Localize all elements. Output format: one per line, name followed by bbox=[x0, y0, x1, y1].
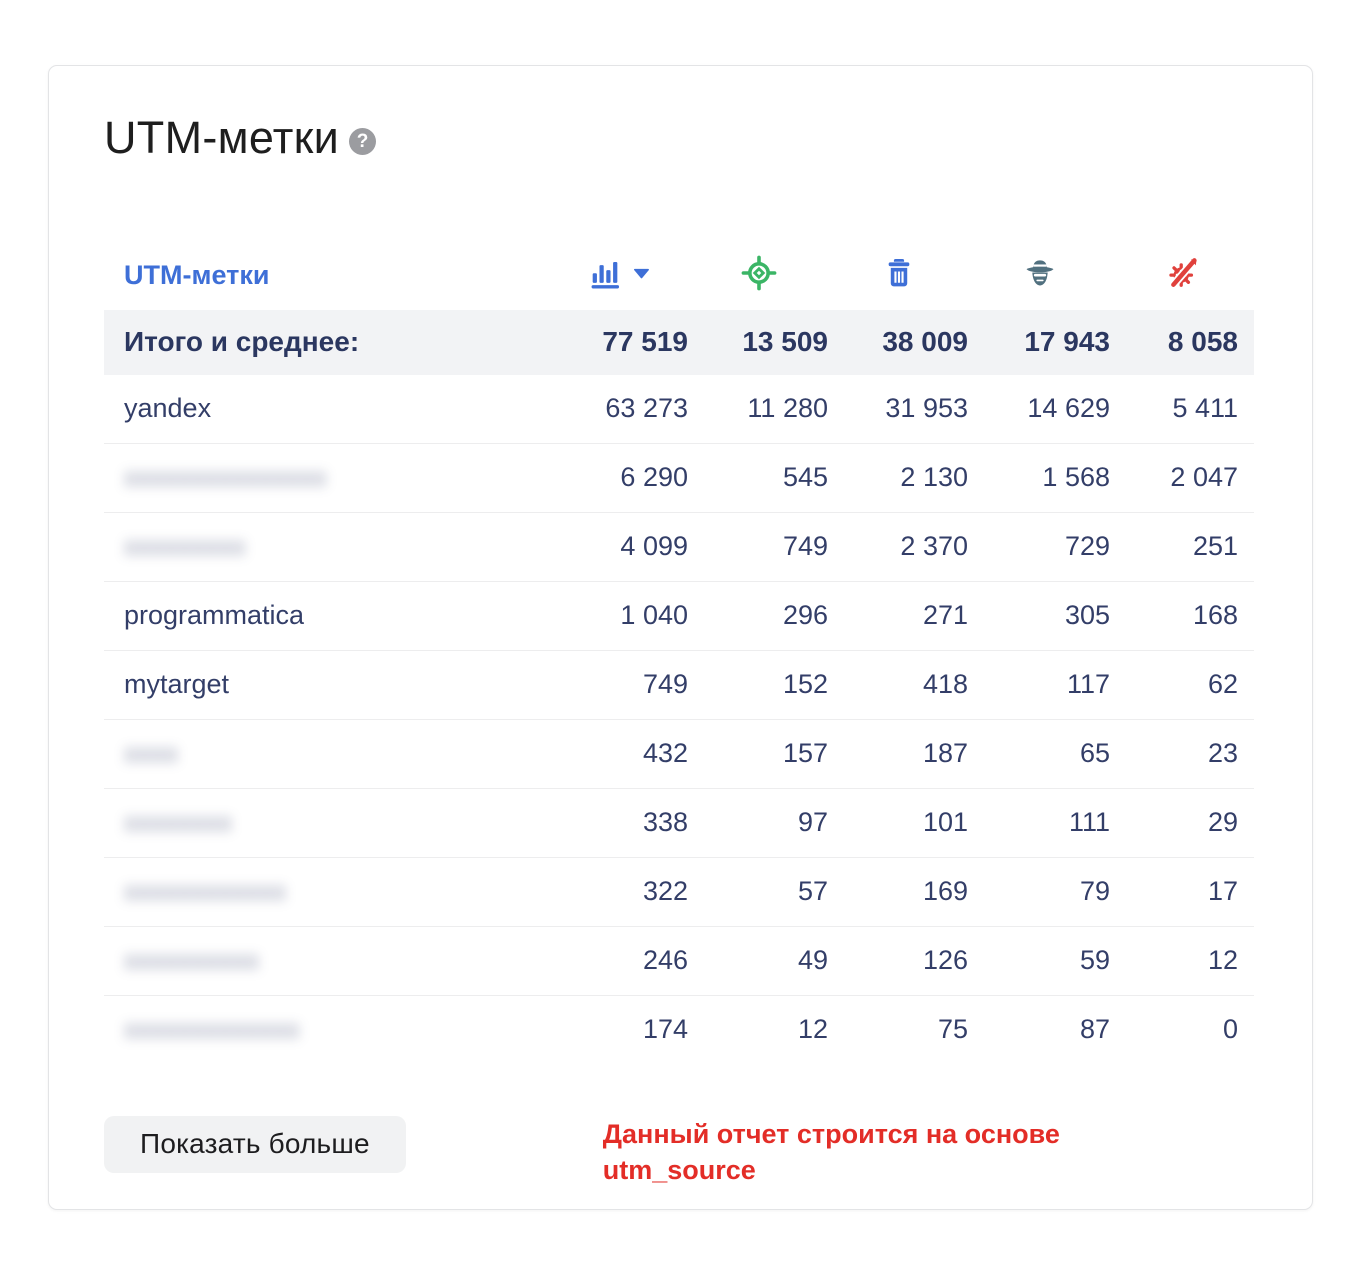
row-value: 29 bbox=[1111, 788, 1254, 858]
row-label-redacted: xxxxxxxx bbox=[104, 788, 549, 858]
row-value: 12 bbox=[1111, 926, 1254, 996]
utm-table: UTM-метки bbox=[104, 242, 1254, 1064]
row-value: 152 bbox=[689, 650, 829, 720]
row-value: 63 273 bbox=[549, 374, 689, 444]
spy-icon bbox=[1022, 255, 1058, 291]
row-value: 75 bbox=[937, 1014, 968, 1045]
row-value: 749 bbox=[689, 512, 829, 582]
row-value: 65 bbox=[969, 719, 1111, 789]
row-value: 338 bbox=[549, 788, 689, 858]
row-value: 418 bbox=[829, 650, 969, 720]
row-value: 14 629 bbox=[969, 374, 1111, 444]
row-value: 432 bbox=[549, 719, 689, 789]
column-header-utm[interactable]: UTM-метки bbox=[124, 260, 270, 291]
bar-chart-icon bbox=[588, 256, 624, 290]
row-value: 87 bbox=[1079, 1014, 1110, 1045]
row-value: 6 290 bbox=[549, 443, 689, 513]
totals-value: 77 519 bbox=[549, 309, 689, 375]
row-value: 246 bbox=[549, 926, 689, 996]
row-value: 59 bbox=[969, 926, 1111, 996]
column-header-suspicious[interactable] bbox=[969, 242, 1111, 310]
row-value: 97 bbox=[689, 788, 829, 858]
column-header-metric[interactable] bbox=[549, 242, 689, 310]
row-value: 251 bbox=[1111, 512, 1254, 582]
row-value: 187 bbox=[829, 719, 969, 789]
table-row: xxxxxxxxxxxx 322 57 169 79 17 bbox=[104, 857, 1254, 927]
totals-row: Итого и среднее: 77 519 13 509 38 009 17… bbox=[104, 309, 1254, 375]
row-value: 101 bbox=[829, 788, 969, 858]
totals-value: 17 943 bbox=[969, 309, 1111, 375]
row-value: 1 568 bbox=[969, 443, 1111, 513]
row-value: 169 bbox=[829, 857, 969, 927]
table-row: mytarget 749 152 418 117 62 bbox=[104, 650, 1254, 720]
row-value: 2 130 bbox=[829, 443, 969, 513]
row-label: programmatica bbox=[104, 581, 549, 651]
row-value: 31 953 bbox=[829, 374, 969, 444]
row-label: yandex bbox=[104, 374, 549, 444]
show-more-button[interactable]: Показать больше bbox=[104, 1115, 406, 1173]
row-value: 5 411 bbox=[1111, 374, 1254, 444]
row-value: 1 040 bbox=[549, 581, 689, 651]
table-row: xxxxxxxx 338 97 101 111 29 bbox=[104, 788, 1254, 858]
table-row: xxxx 432 157 187 65 23 bbox=[104, 719, 1254, 789]
help-icon[interactable]: ? bbox=[349, 128, 377, 155]
bug-crossed-icon bbox=[1165, 255, 1201, 291]
row-label-redacted: xxxxxxxxxxxxx bbox=[124, 1014, 300, 1045]
table-row: xxxxxxxxxx 246 49 126 59 12 bbox=[104, 926, 1254, 996]
row-value: 17 bbox=[1111, 857, 1254, 927]
row-value: 2 047 bbox=[1111, 443, 1254, 513]
row-label: mytarget bbox=[104, 650, 549, 720]
card-header: UTM-метки ? bbox=[104, 112, 1255, 164]
row-value: 168 bbox=[1111, 581, 1254, 651]
row-value: 62 bbox=[1111, 650, 1254, 720]
column-header-goals[interactable] bbox=[689, 242, 829, 310]
table-row: yandex 63 273 11 280 31 953 14 629 5 411 bbox=[104, 374, 1254, 444]
table-row: xxxxxxxxxxxxx 174 12 75 87 0 bbox=[104, 995, 1254, 1064]
totals-label: Итого и среднее: bbox=[104, 309, 549, 375]
table-row: programmatica 1 040 296 271 305 168 bbox=[104, 581, 1254, 651]
row-value: 271 bbox=[829, 581, 969, 651]
row-value: 111 bbox=[969, 788, 1111, 858]
row-value: 545 bbox=[689, 443, 829, 513]
row-value: 11 280 bbox=[689, 374, 829, 444]
row-value: 157 bbox=[689, 719, 829, 789]
table-row: xxxxxxxxx 4 099 749 2 370 729 251 bbox=[104, 512, 1254, 582]
report-note: Данный отчет строится на основе utm_sour… bbox=[602, 1118, 1060, 1186]
row-label-redacted: xxxxxxxxxx bbox=[104, 926, 549, 996]
page-title: UTM-метки bbox=[104, 112, 340, 163]
totals-value: 38 009 bbox=[829, 309, 969, 375]
chevron-down-icon bbox=[633, 268, 650, 279]
column-header-bots[interactable] bbox=[1111, 242, 1254, 310]
row-value: 305 bbox=[969, 581, 1111, 651]
trash-icon bbox=[882, 255, 916, 291]
row-value: 12 bbox=[797, 1014, 828, 1045]
row-label-redacted: xxxxxxxxx bbox=[104, 512, 549, 582]
row-value: 0 bbox=[1222, 1014, 1238, 1045]
row-value: 23 bbox=[1111, 719, 1254, 789]
row-value: 117 bbox=[969, 650, 1111, 720]
row-value: 57 bbox=[689, 857, 829, 927]
row-value: 2 370 bbox=[829, 512, 969, 582]
utm-report-card: UTM-метки ? UTM-метки bbox=[48, 65, 1313, 1210]
totals-value: 8 058 bbox=[1111, 309, 1254, 375]
row-value: 174 bbox=[642, 1014, 688, 1045]
totals-value: 13 509 bbox=[689, 309, 829, 375]
row-label-redacted: xxxx bbox=[104, 719, 549, 789]
row-value: 79 bbox=[969, 857, 1111, 927]
row-value: 729 bbox=[969, 512, 1111, 582]
row-value: 749 bbox=[549, 650, 689, 720]
row-value: 296 bbox=[689, 581, 829, 651]
card-footer: Показать больше Данный отчет строится на… bbox=[104, 1115, 1255, 1189]
table-header-row: UTM-метки bbox=[104, 242, 1254, 310]
row-label-redacted: xxxxxxxxxxxx bbox=[104, 857, 549, 927]
row-value: 322 bbox=[549, 857, 689, 927]
row-value: 49 bbox=[689, 926, 829, 996]
table-row: xxxxxxxxxxxxxxx 6 290 545 2 130 1 568 2 … bbox=[104, 443, 1254, 513]
row-value: 126 bbox=[829, 926, 969, 996]
column-header-deleted[interactable] bbox=[829, 242, 969, 310]
row-label-redacted: xxxxxxxxxxxxxxx bbox=[104, 443, 549, 513]
row-value: 4 099 bbox=[549, 512, 689, 582]
target-icon bbox=[741, 255, 777, 291]
